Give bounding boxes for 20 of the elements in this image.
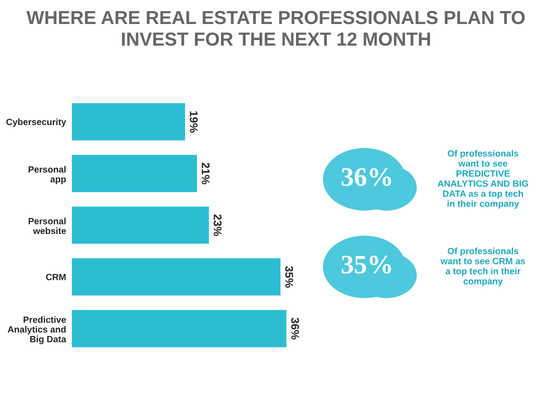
text: Of professionals want to see PREDICTIVE ANALYTICS AND BIG DATA as a top tech in their company	[438, 150, 528, 209]
text: Of professionals want to see CRM as a top tech in their company	[440, 248, 526, 286]
data-label: 36%	[291, 318, 300, 340]
bar	[72, 258, 280, 296]
data-label: 19%	[190, 111, 198, 133]
y-tick-label: Predictive Analytics and Big Data	[8, 316, 66, 344]
text: 36%	[342, 168, 391, 186]
y-tick-label: Cybersecurity	[6, 118, 66, 127]
bar	[72, 310, 286, 348]
data-label: 23%	[214, 214, 222, 236]
bar	[72, 154, 197, 192]
y-tick-label: Personal website	[28, 218, 66, 234]
y-tick-label: CRM	[46, 274, 66, 280]
y-tick-label: Personal app	[28, 166, 66, 184]
bar	[72, 206, 209, 244]
chart-title: WHERE ARE REAL ESTATE PROFESSIONALS PLAN TO INVEST FOR THE NEXT 12 MONTH	[26, 10, 525, 46]
bar	[72, 103, 186, 140]
data-label: 35%	[285, 266, 294, 288]
data-label: 21%	[202, 162, 210, 184]
text: 35%	[342, 256, 391, 274]
